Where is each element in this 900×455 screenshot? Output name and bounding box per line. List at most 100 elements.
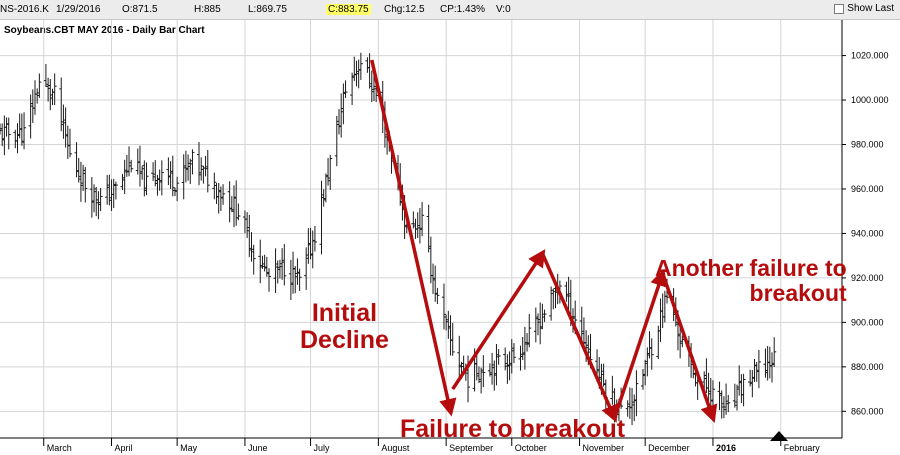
ohlc-bar: [247, 214, 252, 258]
ohlc-bar: [527, 314, 532, 348]
ohlc-bar: [218, 186, 223, 212]
ohlc-bar: [111, 178, 116, 209]
ohlc-bar: [492, 360, 497, 391]
open-field: O:871.5: [122, 4, 158, 15]
ohlc-bar: [770, 352, 775, 383]
ohlc-bar: [65, 125, 70, 159]
ohlc-bar: [74, 142, 79, 178]
ohlc-bar: [166, 157, 171, 186]
ohlc-bar: [308, 227, 313, 260]
ohlc-bar: [15, 123, 20, 154]
ohlc-bar: [32, 80, 37, 115]
x-tick-label: March: [47, 443, 72, 453]
price-bars: [0, 52, 777, 426]
x-tick-label: July: [314, 443, 331, 453]
ohlc-bar: [245, 212, 250, 239]
ohlc-bar: [212, 172, 217, 200]
ohlc-bar: [297, 268, 302, 291]
date-field: 1/29/2016: [56, 4, 101, 15]
ohlc-bar: [538, 302, 543, 345]
ohlc-bar: [336, 109, 341, 135]
ohlc-bar: [105, 175, 110, 205]
ohlc-bar: [170, 155, 175, 197]
ohlc-bar: [763, 348, 768, 378]
show-last-toggle[interactable]: Show Last: [834, 3, 894, 14]
another-failure-line1: Another failure to: [655, 255, 847, 281]
ohlc-bar: [632, 394, 637, 422]
ohlc-bar: [522, 326, 527, 370]
ohlc-bar: [92, 184, 97, 213]
ohlc-bar: [249, 232, 254, 262]
ohlc-bar: [155, 174, 160, 196]
ohlc-bar: [444, 314, 449, 331]
ohlc-bar: [536, 313, 541, 336]
ohlc-bar: [46, 77, 51, 102]
ohlc-bar: [426, 204, 431, 253]
failure-to-breakout-annotation: Failure to breakout: [400, 415, 626, 443]
ohlc-bar: [511, 343, 516, 364]
ohlc-bar: [518, 345, 523, 371]
chart-title: Soybeans.CBT MAY 2016 - Daily Bar Chart: [4, 25, 205, 36]
ohlc-bar: [113, 181, 118, 200]
ohlc-bar: [640, 368, 645, 390]
ohlc-bar: [487, 363, 492, 377]
ohlc-bar: [505, 354, 510, 384]
show-last-label: Show Last: [847, 3, 894, 14]
trend-arrow: [370, 59, 457, 417]
ohlc-bar: [22, 112, 27, 150]
x-tick-label: June: [248, 443, 268, 453]
ohlc-bar: [490, 352, 495, 385]
trend-arrow: [540, 252, 618, 423]
symbol-field: NS-2016.K: [0, 4, 49, 15]
low-field: L:869.75: [248, 4, 287, 15]
ohlc-bar: [741, 373, 746, 407]
ohlc-bar: [186, 154, 191, 181]
ohlc-bar: [754, 361, 759, 382]
ohlc-bar: [739, 374, 744, 404]
ohlc-bar: [142, 160, 147, 197]
ohlc-bar: [450, 322, 455, 356]
ohlc-bar: [183, 150, 188, 183]
ohlc-bar: [0, 123, 2, 135]
ohlc-bar: [232, 185, 237, 228]
ohlc-bar: [273, 248, 278, 293]
ohlc-bar: [96, 191, 101, 220]
ohlc-bar: [354, 60, 359, 87]
ohlc-bar: [291, 251, 296, 294]
ohlc-bar: [280, 248, 285, 280]
trend-arrow: [612, 268, 668, 419]
ohlc-bar: [288, 259, 293, 300]
ohlc-bar: [579, 306, 584, 345]
initial-decline-line2: Decline: [300, 326, 389, 354]
ohlc-bar: [52, 73, 57, 106]
ohlc-bar: [634, 370, 639, 417]
x-tick-label: April: [115, 443, 133, 453]
x-tick-label: February: [784, 443, 821, 453]
x-tick-label: December: [648, 443, 690, 453]
ohlc-bar: [0, 123, 5, 147]
ohlc-bar: [323, 173, 328, 203]
high-field: H:885: [194, 4, 221, 15]
ohlc-bar: [457, 335, 462, 380]
y-tick-label: 1000.000: [851, 95, 889, 105]
ohlc-bar: [306, 228, 311, 264]
ohlc-bar: [81, 164, 86, 191]
ohlc-bar: [566, 276, 571, 312]
ohlc-bar: [61, 104, 66, 139]
show-last-checkbox[interactable]: [834, 3, 845, 14]
ohlc-bar: [748, 369, 753, 387]
ohlc-bar: [446, 310, 451, 339]
initial-decline-line1: Initial: [311, 299, 378, 327]
ohlc-bar: [474, 353, 479, 381]
ohlc-bar: [267, 268, 272, 292]
ohlc-bar: [28, 94, 33, 139]
ohlc-bar: [4, 117, 9, 137]
ohlc-bar: [520, 337, 525, 361]
ohlc-bar: [293, 266, 298, 294]
ohlc-bar: [765, 345, 770, 381]
ohlc-bar: [109, 179, 114, 211]
ohlc-bar: [476, 366, 481, 384]
ohlc-bar: [540, 303, 545, 330]
ohlc-bar: [190, 149, 195, 175]
ohlc-bar: [549, 286, 554, 321]
